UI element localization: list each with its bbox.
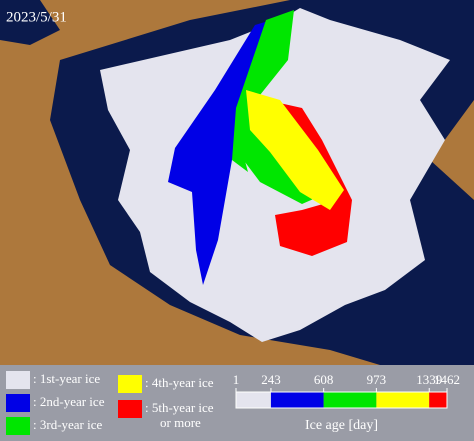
legend-label: : 4th-year ice [145, 375, 214, 390]
colorbar-segment [323, 392, 377, 408]
legend-swatch [6, 371, 30, 389]
legend-swatch [118, 400, 142, 418]
colorbar-segment [429, 392, 447, 408]
colorbar-segment [236, 392, 271, 408]
date: 2023/5/31 [6, 9, 67, 25]
legend-label: : 5th-year ice [145, 400, 214, 415]
legend-label: : 3rd-year ice [33, 417, 103, 432]
legend-label: : 2nd-year ice [33, 394, 105, 409]
colorbar-label: Ice age [day] [305, 418, 378, 433]
colorbar-tick-label: 1462 [434, 372, 460, 387]
legend-swatch [6, 394, 30, 412]
colorbar-segment [376, 392, 430, 408]
colorbar-tick-label: 608 [314, 372, 334, 387]
fourth-year-ice [246, 90, 344, 210]
legend-label: : 1st-year ice [33, 371, 100, 386]
fifth-year-ice [266, 100, 352, 256]
third-year-ice [232, 10, 294, 172]
legend-swatch [118, 375, 142, 393]
colorbar-tick-label: 1 [233, 372, 240, 387]
colorbar-tick-label: 243 [261, 372, 281, 387]
colorbar-segment [270, 392, 324, 408]
legend-swatch [6, 417, 30, 435]
ocean-north [0, 0, 60, 45]
colorbar-tick-label: 973 [367, 372, 387, 387]
colorbar-frame [235, 391, 448, 409]
legend-label: or more [160, 415, 201, 430]
colorbar-tick-label: 1339 [416, 372, 442, 387]
